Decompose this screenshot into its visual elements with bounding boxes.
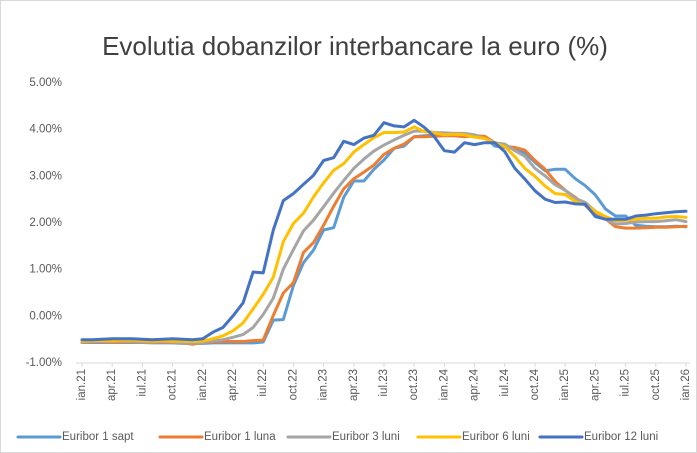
y-tick-label: -1.00% [26, 357, 62, 369]
x-tick-label: oct.23 [408, 369, 420, 400]
y-tick-label: 4.00% [29, 124, 62, 136]
legend-label: Euribor 6 luni [462, 431, 530, 443]
x-tick-label: ian.21 [76, 369, 88, 400]
x-tick-label: ian.22 [197, 369, 209, 400]
series-line [80, 129, 688, 345]
x-tick-label: ian.25 [559, 369, 571, 400]
series-line [80, 118, 688, 342]
x-tick-label: oct.24 [529, 368, 541, 400]
y-tick-label: 3.00% [29, 170, 62, 182]
y-tick-label: 1.00% [29, 264, 62, 276]
x-tick-label: apr.25 [589, 369, 601, 401]
legend-label: Euribor 3 luni [332, 431, 400, 443]
x-tick-label: iul.21 [136, 369, 148, 397]
x-tick-label: ian.26 [680, 369, 692, 400]
x-tick-label: iul.22 [257, 369, 269, 397]
x-tick-label: apr.23 [348, 369, 360, 401]
x-tick-label: oct.21 [167, 369, 179, 400]
y-tick-label: 2.00% [29, 217, 62, 229]
x-tick-label: iul.23 [378, 369, 390, 397]
x-tick-label: apr.24 [469, 368, 481, 401]
chart-title: Evolutia dobanzilor interbancare la euro… [102, 31, 608, 61]
x-tick-label: oct.25 [650, 369, 662, 400]
x-tick-label: oct.22 [287, 369, 299, 400]
x-tick-label: iul.25 [620, 369, 632, 397]
x-tick-label: apr.22 [227, 369, 239, 401]
legend-label: Euribor 12 luni [584, 431, 658, 443]
x-tick-label: ian.24 [438, 368, 450, 400]
y-tick-label: 5.00% [29, 77, 62, 89]
y-tick-label: 0.00% [29, 310, 62, 322]
legend-label: Euribor 1 luna [204, 431, 276, 443]
x-tick-label: ian.23 [318, 369, 330, 400]
legend-label: Euribor 1 sapt [62, 431, 134, 443]
x-tick-label: apr.21 [106, 369, 118, 401]
x-tick-label: iul.24 [499, 368, 511, 396]
